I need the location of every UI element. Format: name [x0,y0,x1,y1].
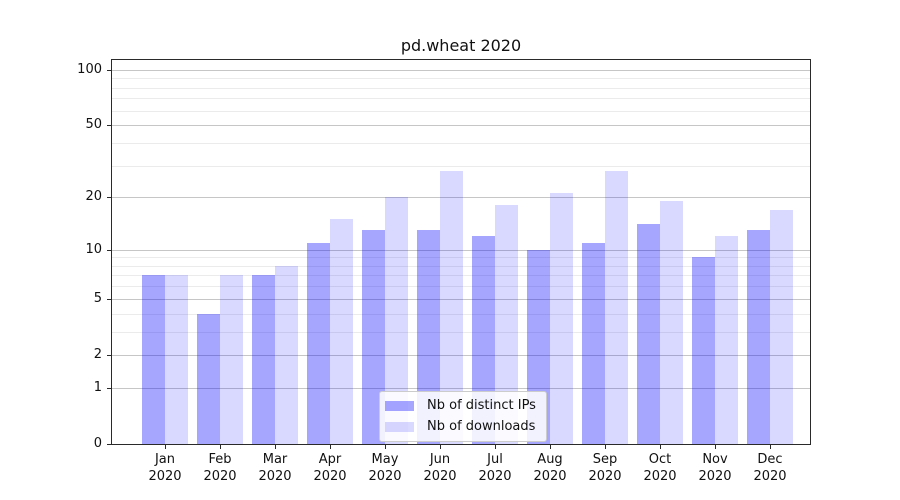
minor-gridline [112,142,810,144]
y-tick-mark [107,444,111,445]
bar-downloads [605,171,628,444]
legend-label: Nb of distinct IPs [427,398,536,413]
x-tick-label: Dec 2020 [753,452,787,484]
y-tick-label: 20 [85,189,102,205]
bar-distinct-ips [747,230,770,444]
x-tick-label: Sep 2020 [588,452,622,484]
bar-downloads [660,201,683,444]
legend-swatch [385,421,414,432]
y-tick-mark [107,354,111,356]
minor-gridline [112,98,810,100]
bar-downloads [275,265,298,444]
bar-distinct-ips [197,313,220,444]
legend-item: Nb of downloads [385,419,536,434]
x-tick-label: Jun 2020 [423,452,457,484]
bar-downloads [330,219,353,444]
x-tick-label: Apr 2020 [313,452,347,484]
x-tick-label: Jul 2020 [478,452,512,484]
bar-distinct-ips [362,230,385,444]
y-tick-label: 1 [93,379,102,395]
plot-area: Nb of distinct IPs Nb of downloads [111,59,811,445]
major-gridline [112,387,810,389]
x-tick-mark [275,445,276,449]
bar-distinct-ips [582,242,605,444]
x-tick-label: Oct 2020 [643,452,677,484]
minor-gridline [112,257,810,259]
major-gridline [112,298,810,300]
x-tick-label: May 2020 [368,452,402,484]
major-gridline [112,249,810,251]
x-tick-mark [385,445,386,449]
y-tick-mark [107,298,111,300]
x-tick-mark [660,445,661,449]
bar-distinct-ips [252,275,275,444]
minor-gridline [112,313,810,315]
bar-downloads [715,236,738,444]
major-gridline [112,354,810,356]
x-tick-mark [330,445,331,449]
x-tick-label: Aug 2020 [533,452,567,484]
y-tick-label: 2 [93,346,102,362]
bar-distinct-ips [692,257,715,444]
bar-downloads [770,209,793,444]
x-tick-mark [495,445,496,449]
x-tick-label: Nov 2020 [698,452,732,484]
x-tick-label: Jan 2020 [148,452,182,484]
bar-downloads [495,205,518,444]
minor-gridline [112,110,810,112]
bar-distinct-ips [142,275,165,444]
x-tick-label: Feb 2020 [203,452,237,484]
minor-gridline [112,87,810,89]
major-gridline [112,125,810,127]
y-tick-label: 0 [93,436,102,451]
minor-gridline [112,265,810,267]
minor-gridline [112,286,810,288]
minor-gridline [112,165,810,167]
bar-downloads [220,275,243,444]
chart-title: pd.wheat 2020 [400,36,522,55]
y-tick-mark [107,125,111,127]
y-tick-label: 5 [93,290,102,306]
legend-item: Nb of distinct IPs [385,398,536,413]
bar-distinct-ips [417,230,440,444]
x-tick-mark [770,445,771,449]
x-tick-label: Mar 2020 [258,452,292,484]
bar-downloads [165,275,188,444]
y-tick-label: 10 [85,241,102,257]
x-tick-mark [605,445,606,449]
x-tick-mark [165,445,166,449]
major-gridline [112,69,810,71]
bar-downloads [440,171,463,444]
y-tick-label: 100 [77,61,102,77]
y-tick-label: 50 [85,117,102,133]
x-tick-mark [220,445,221,449]
bar-downloads [550,193,573,444]
legend-swatch [385,400,414,411]
y-tick-mark [107,249,111,251]
x-tick-mark [440,445,441,449]
x-tick-mark [715,445,716,449]
minor-gridline [112,331,810,333]
x-tick-mark [550,445,551,449]
legend-label: Nb of downloads [427,419,536,434]
bar-distinct-ips [637,224,660,444]
legend: Nb of distinct IPs Nb of downloads [379,391,547,442]
y-tick-mark [107,387,111,389]
bar-distinct-ips [307,242,330,444]
minor-gridline [112,275,810,277]
minor-gridline [112,78,810,80]
y-tick-mark [107,197,111,199]
major-gridline [112,197,810,199]
y-tick-mark [107,69,111,71]
bar-downloads [385,197,408,444]
